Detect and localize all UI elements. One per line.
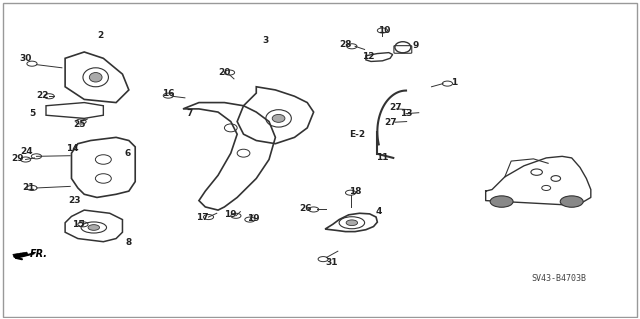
Text: 27: 27 — [389, 103, 401, 112]
Text: 3: 3 — [262, 36, 269, 45]
Text: 9: 9 — [412, 41, 419, 49]
Text: 16: 16 — [162, 89, 175, 98]
Ellipse shape — [90, 72, 102, 82]
Text: 13: 13 — [400, 109, 412, 118]
Text: 8: 8 — [125, 238, 132, 247]
Text: 19: 19 — [247, 214, 259, 223]
Text: 24: 24 — [20, 147, 33, 156]
Text: 15: 15 — [72, 220, 84, 229]
Text: 21: 21 — [22, 183, 35, 192]
Text: 12: 12 — [362, 52, 374, 61]
Text: 28: 28 — [339, 40, 352, 49]
Text: 4: 4 — [376, 207, 382, 216]
Text: SV43-B4703B: SV43-B4703B — [531, 274, 586, 284]
Text: 10: 10 — [378, 26, 390, 35]
Text: 11: 11 — [376, 153, 388, 162]
Text: E-2: E-2 — [349, 130, 365, 139]
Text: 23: 23 — [68, 196, 81, 205]
Circle shape — [560, 196, 583, 207]
Text: 2: 2 — [97, 31, 103, 40]
Ellipse shape — [272, 115, 285, 122]
Text: 14: 14 — [67, 144, 79, 153]
Circle shape — [490, 196, 513, 207]
Text: 27: 27 — [384, 118, 396, 127]
Text: 5: 5 — [29, 108, 35, 117]
Text: 6: 6 — [124, 149, 131, 158]
Text: 31: 31 — [325, 258, 338, 267]
Ellipse shape — [346, 220, 358, 226]
Text: FR.: FR. — [30, 249, 48, 259]
Text: 29: 29 — [11, 154, 24, 163]
Text: 20: 20 — [218, 68, 230, 77]
Text: 1: 1 — [451, 78, 457, 87]
Text: 19: 19 — [225, 210, 237, 219]
Text: 22: 22 — [36, 91, 49, 100]
Ellipse shape — [88, 225, 100, 230]
Polygon shape — [13, 252, 28, 257]
Text: 7: 7 — [186, 109, 193, 118]
Text: 18: 18 — [349, 187, 362, 196]
Text: 25: 25 — [73, 120, 85, 129]
Text: 26: 26 — [300, 204, 312, 213]
Text: 30: 30 — [19, 54, 32, 63]
Text: 17: 17 — [196, 213, 209, 222]
